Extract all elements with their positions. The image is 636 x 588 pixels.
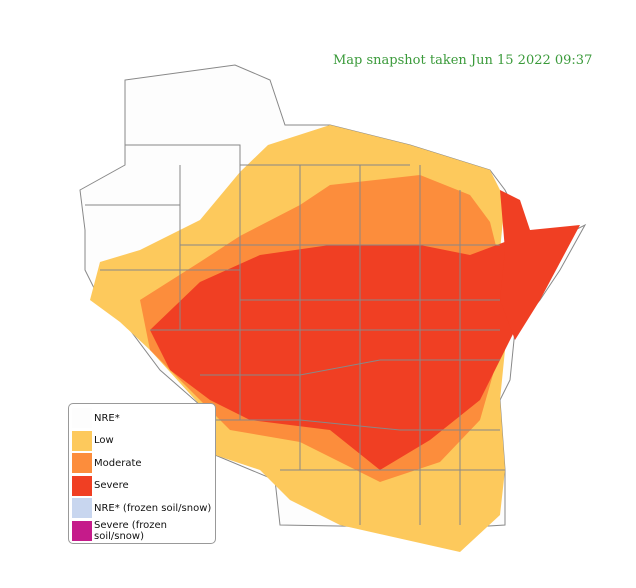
legend-label: NRE*	[94, 412, 120, 424]
legend-item-severe: Severe	[72, 475, 215, 498]
legend-swatch	[72, 475, 92, 496]
legend-item-nre: NRE*	[72, 407, 215, 430]
legend-swatch	[72, 520, 92, 541]
legend-swatch	[72, 408, 92, 429]
legend-label: NRE* (frozen soil/snow)	[94, 502, 212, 514]
severe-risk-area	[150, 240, 530, 470]
legend-item-nre-frozen: NRE* (frozen soil/snow)	[72, 497, 215, 520]
legend-item-low: Low	[72, 430, 215, 453]
county-lines	[85, 144, 505, 525]
legend-swatch	[72, 453, 92, 474]
legend-label: Severe	[94, 480, 129, 492]
legend-swatch	[72, 498, 92, 519]
legend-label: Severe (frozen soil/snow)	[94, 519, 167, 542]
legend: NRE* Low Moderate Severe NRE* (frozen so…	[68, 403, 216, 544]
severe-risk-area-east	[500, 190, 580, 340]
legend-label: Low	[94, 435, 114, 447]
legend-label: Moderate	[94, 457, 142, 469]
legend-item-moderate: Moderate	[72, 452, 215, 475]
legend-swatch	[72, 430, 92, 451]
snapshot-timestamp: Map snapshot taken Jun 15 2022 09:37	[333, 53, 593, 68]
legend-item-severe-frozen: Severe (frozen soil/snow)	[72, 520, 215, 543]
